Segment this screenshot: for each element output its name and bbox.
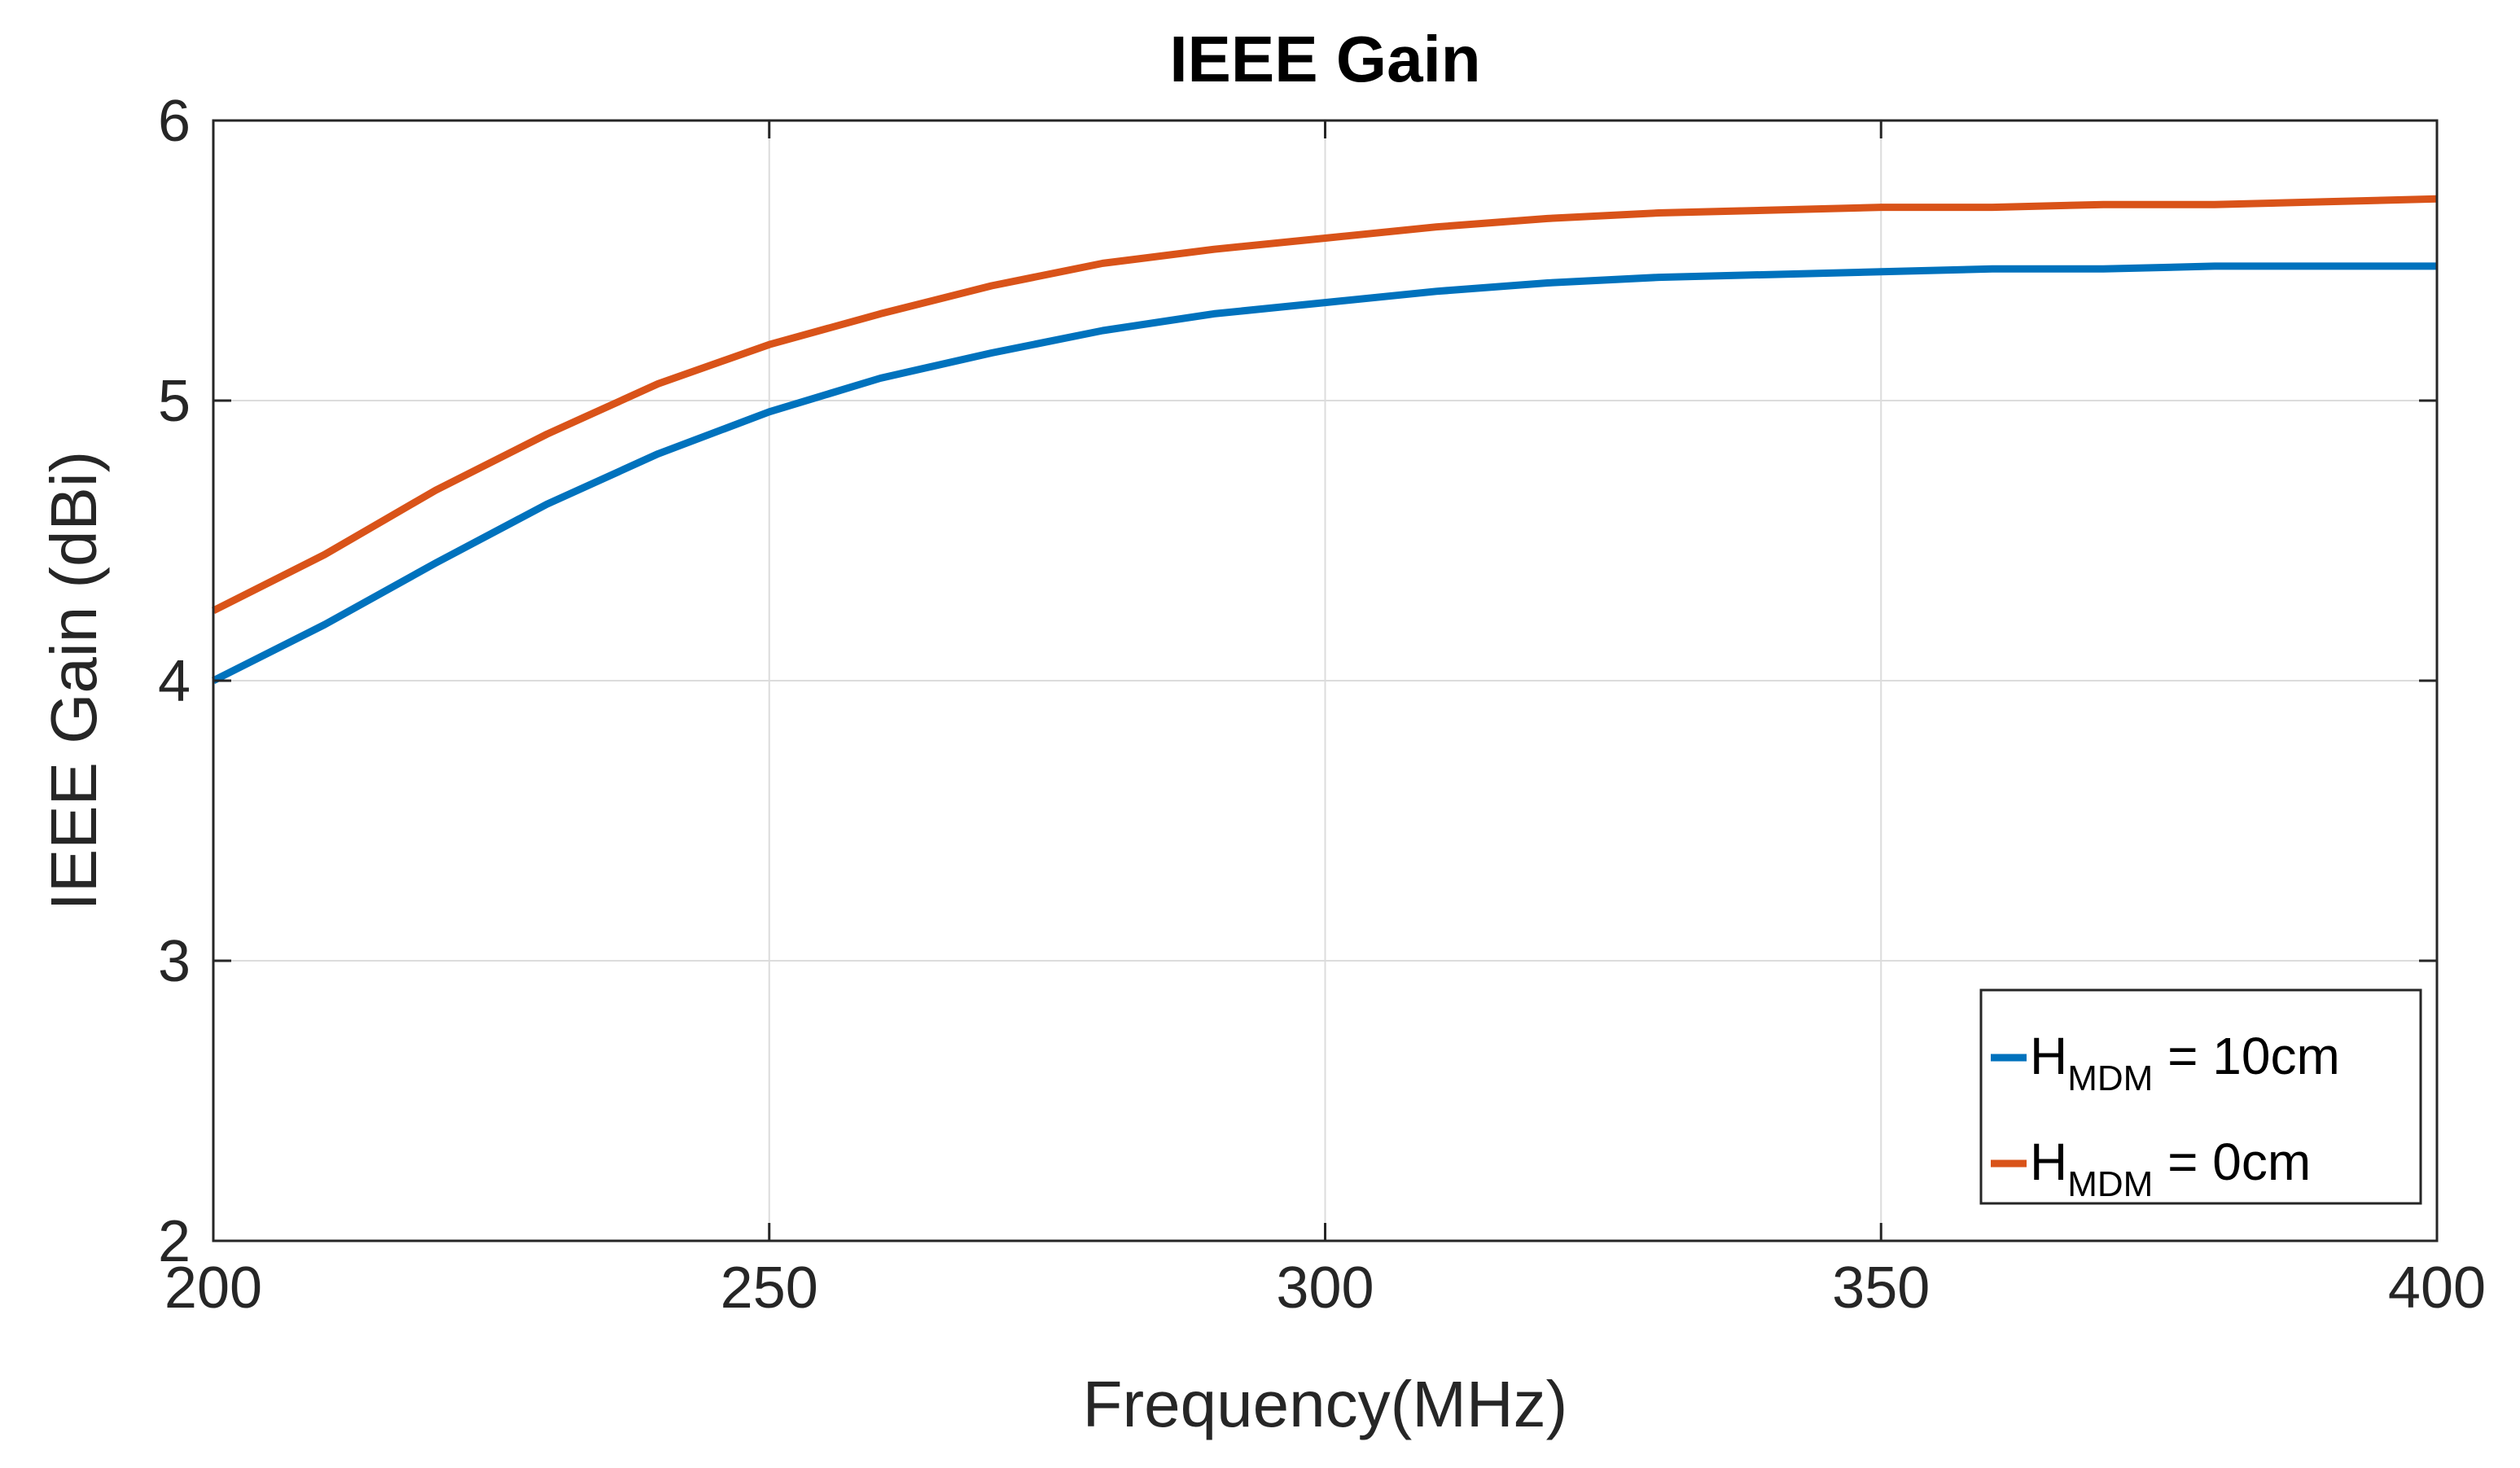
data-series — [211, 195, 2438, 685]
x-tick-label: 350 — [1832, 1255, 1930, 1321]
grid-lines — [213, 121, 2437, 1241]
axis-ticks: 200 250 300 350 400 2 3 4 5 6 — [158, 89, 2486, 1321]
legend-label-subscript: MDM — [2067, 1164, 2153, 1204]
legend-label-subscript: MDM — [2067, 1058, 2153, 1098]
y-axis-label: IEEE Gain (dBi) — [37, 451, 110, 911]
y-tick-label: 5 — [158, 369, 191, 434]
legend-label-1: HMDM = 0cm — [2030, 1133, 2311, 1204]
legend-box — [1979, 988, 2422, 1205]
x-axis-label: Frequency(MHz) — [1083, 1368, 1568, 1440]
legend-label-main: H — [2030, 1133, 2067, 1191]
x-tick-label: 300 — [1276, 1255, 1374, 1321]
x-tick-label: 200 — [164, 1255, 262, 1321]
x-tick-label: 250 — [721, 1255, 818, 1321]
y-tick-label: 3 — [158, 929, 191, 994]
series-line-0 — [211, 262, 2437, 685]
legend-label-suffix: = 0cm — [2153, 1133, 2311, 1191]
chart-title: IEEE Gain — [1169, 23, 1480, 95]
y-tick-label: 4 — [158, 649, 191, 714]
y-tick-label: 6 — [158, 89, 191, 154]
legend-label-suffix: = 10cm — [2153, 1027, 2339, 1085]
legend-label-main: H — [2030, 1027, 2067, 1085]
x-tick-label: 400 — [2388, 1255, 2486, 1321]
y-tick-label: 2 — [158, 1209, 191, 1274]
legend-label-0: HMDM = 10cm — [2030, 1027, 2340, 1098]
series-line-1 — [211, 195, 2438, 615]
